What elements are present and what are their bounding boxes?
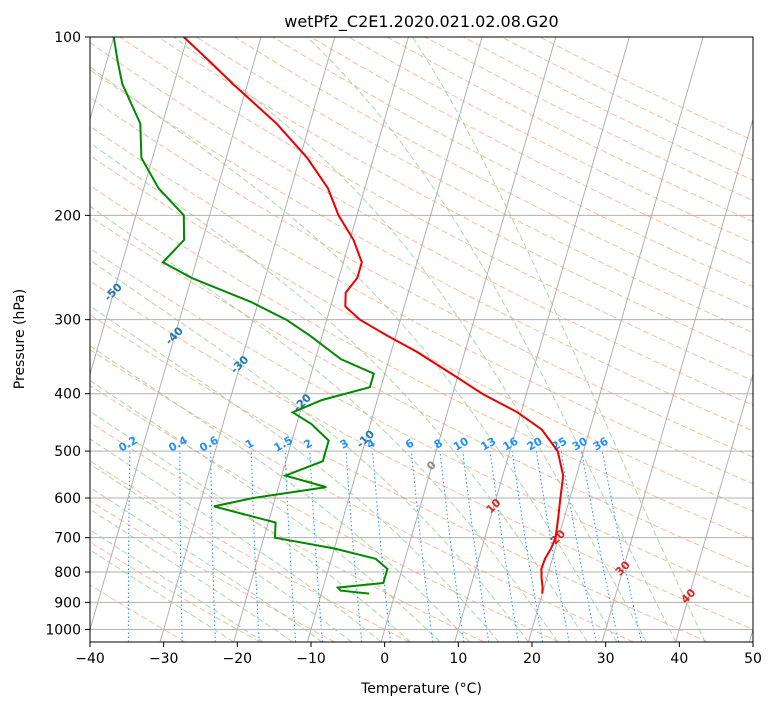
x-tick-label: −10 [296,651,326,667]
x-tick-label: 40 [670,651,688,667]
moist-adiabat [90,438,382,642]
y-axis-ticks: 100 200 300 400 500 600 700 800 900 1000 [45,30,90,638]
y-tick-label: 800 [54,565,81,581]
isotherm [233,37,409,642]
mixing-ratio-line [345,451,363,642]
dry-adiabat [196,37,753,334]
x-tick-label: 10 [449,651,467,667]
pressure-gridlines [90,37,753,630]
isotherm [90,37,262,632]
moist-adiabat [90,345,470,642]
mixing-ratio-line [581,451,620,642]
mixing-ratio-line [489,451,519,642]
moist-adiabat [90,410,411,642]
x-tick-label: 30 [597,651,615,667]
isotherm [159,37,336,642]
x-tick-label: −40 [75,651,105,667]
moist-adiabat [90,508,293,642]
mixing-ratio-line [439,451,465,642]
x-axis-ticks: −40 −30 −20 −10 0 10 20 30 40 50 [75,642,762,667]
dry-adiabat [90,154,753,512]
chart-title: wetPf2_C2E1.2020.021.02.08.G20 [284,12,558,32]
dry-adiabat [90,247,753,600]
x-axis-label: Temperature (°C) [360,681,482,697]
y-tick-label: 600 [54,491,81,507]
moist-adiabat [412,37,706,642]
moist-adiabat [90,142,588,642]
dry-adiabat [90,348,634,642]
dry-adiabat [90,314,709,642]
dry-adiabat [234,37,753,310]
y-tick-label: 1000 [45,622,81,638]
dry-adiabat [90,215,753,570]
moist-adiabat [90,549,234,642]
dry-adiabat [90,185,753,541]
isotherm [527,37,704,642]
dewpoint-profile [112,37,389,595]
x-tick-label: −20 [223,651,253,667]
mixing-ratio-line [462,451,490,642]
y-tick-label: 300 [54,313,81,329]
mixing-ratio-line [411,451,434,642]
mixing-ratio-line [560,451,597,642]
isotherm [90,37,188,377]
moist-adiabat [90,529,264,642]
mixing-ratio-lines [127,451,642,642]
temperature-profile [183,37,565,594]
x-tick-label: 0 [380,651,389,667]
dry-adiabat [90,69,753,432]
dry-adiabat [90,280,753,630]
mixing-ratio-line [601,451,642,642]
isotherms [90,37,753,642]
y-tick-label: 500 [54,444,81,460]
dry-adiabats [90,37,753,642]
moist-adiabat [90,486,323,642]
dry-adiabat [90,584,186,642]
dry-adiabat [90,384,559,642]
moist-adiabat [306,37,677,642]
y-tick-label: 700 [54,531,81,547]
isotherm [675,372,753,642]
y-axis-label: Pressure (hPa) [12,289,28,389]
dry-adiabat [119,37,753,382]
moist-adiabat [90,305,500,642]
moist-adiabat [90,379,441,642]
plot-frame [89,36,754,643]
x-tick-label: −30 [149,651,179,667]
dry-adiabat [90,125,753,485]
mixing-ratio-label: 0.1 [70,434,93,455]
y-tick-label: 200 [54,208,81,224]
isotherm [454,37,630,642]
dry-adiabat [90,541,261,642]
y-tick-label: 400 [54,387,81,403]
isotherm [380,37,557,642]
moist-adiabat [90,463,352,642]
dry-adiabat [90,421,485,642]
moist-adiabat [90,66,618,642]
dry-adiabat [272,37,753,288]
x-tick-label: 50 [744,651,762,667]
mixing-ratio-line [372,451,392,642]
isotherm [601,117,753,642]
y-tick-label: 100 [54,30,81,46]
x-tick-label: 20 [523,651,541,667]
y-tick-label: 900 [54,595,81,611]
